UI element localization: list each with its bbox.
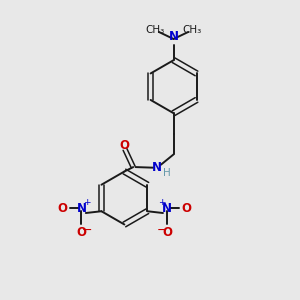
Text: N: N (76, 202, 86, 215)
Text: N: N (162, 202, 172, 215)
Text: +: + (158, 198, 166, 207)
Text: O: O (58, 202, 68, 215)
Text: O: O (181, 202, 191, 215)
Text: +: + (83, 198, 91, 207)
Text: O: O (162, 226, 172, 239)
Text: O: O (76, 226, 86, 239)
Text: −: − (82, 224, 93, 237)
Text: −: − (156, 224, 167, 237)
Text: H: H (163, 168, 171, 178)
Text: N: N (152, 161, 162, 174)
Text: N: N (169, 30, 178, 43)
Text: CH₃: CH₃ (182, 25, 201, 34)
Text: CH₃: CH₃ (146, 25, 165, 34)
Text: O: O (119, 139, 129, 152)
